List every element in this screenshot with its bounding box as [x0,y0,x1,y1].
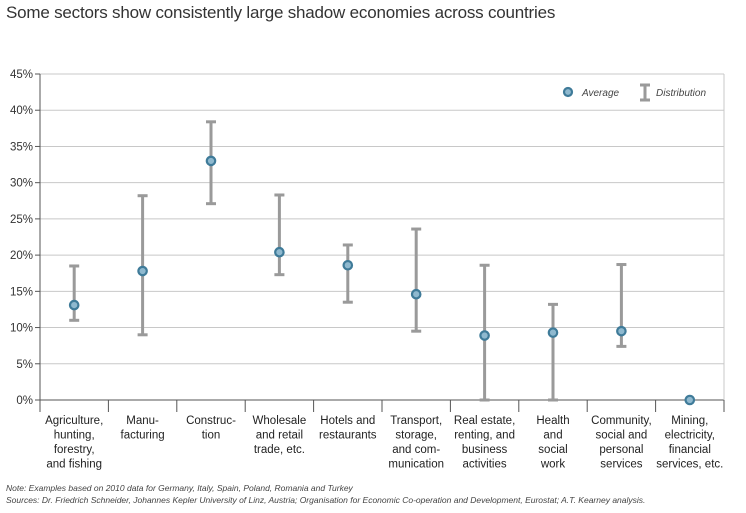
category-label: business [462,444,508,456]
y-tick-labels: 0% 5% 10% 15% 20% 25% 30% 35% 40% 45% [10,69,33,407]
average-markers [68,155,696,406]
y-tick-label: 0% [16,395,33,407]
category-label: and [543,430,562,442]
category-label: Health [536,415,569,427]
category-label: Manu- [126,415,159,427]
category-label: Wholesale [253,415,307,427]
category-label: services, etc. [656,459,723,471]
category-label: Real estate, [454,415,515,427]
category-label: munication [388,459,444,471]
legend-average-marker [562,86,574,98]
category-label: Transport, [390,415,442,427]
y-tick-label: 30% [10,178,33,190]
category-label: facturing [121,430,165,442]
category-label: activities [463,459,507,471]
average-marker [137,265,148,277]
y-tick-label: 20% [10,250,33,262]
category-label: and retail [256,430,303,442]
category-label: trade, etc. [254,444,305,456]
average-marker [68,299,80,311]
category-label: renting, and [454,430,515,442]
category-label: Hotels and [320,415,375,427]
legend-distribution-label: Distribution [656,88,706,99]
average-marker [205,155,217,167]
distribution-bar [548,302,558,402]
category-label: tion [202,430,221,442]
average-marker [684,394,696,406]
category-label: storage, [395,430,437,442]
category-label: work [540,459,566,471]
distribution-bar [342,243,353,304]
category-label: hunting, [54,430,95,442]
distribution-bar [274,193,285,277]
legend-average-label: Average [581,88,620,99]
y-tick-label: 10% [10,323,33,335]
category-label: Mining, [671,415,708,427]
average-marker [547,327,559,338]
y-tick-label: 25% [10,214,33,226]
y-tick-label: 35% [10,141,33,153]
category-label: Construc- [186,415,236,427]
category-label: electricity, [665,430,715,442]
category-label: services [600,459,642,471]
grid-lines [40,73,724,365]
axes [35,73,725,401]
category-label: restaurants [319,430,377,442]
average-marker [479,330,490,341]
y-tick-label: 15% [10,286,33,298]
category-label: financial [669,444,711,456]
legend: Average Distribution [562,83,706,102]
category-label: personal [599,444,643,456]
sources-note: Sources: Dr. Friedrich Schneider, Johann… [6,495,646,505]
category-label: Community, [591,415,652,427]
average-marker [616,325,627,337]
category-label: Agriculture, [45,415,103,427]
chart-title: Some sectors show consistently large sha… [6,3,556,22]
y-tick-label: 5% [16,359,33,371]
distribution-bar [137,194,148,337]
category-label: and com- [392,444,440,456]
y-tick-label: 40% [10,105,33,117]
average-marker [342,259,354,271]
average-marker [410,288,422,300]
category-label: forestry, [54,444,95,456]
y-tick-label: 45% [10,69,33,81]
distribution-bar [69,264,80,322]
footnote: Note: Examples based on 2010 data for Ge… [6,483,353,493]
distribution-bar [411,227,422,333]
category-label: and fishing [46,459,102,471]
average-marker [274,246,285,258]
category-labels: Agriculture, hunting, forestry, and fishing… [45,415,723,471]
category-label: social [538,444,567,456]
category-separators [39,400,725,412]
category-label: social and [596,430,648,442]
